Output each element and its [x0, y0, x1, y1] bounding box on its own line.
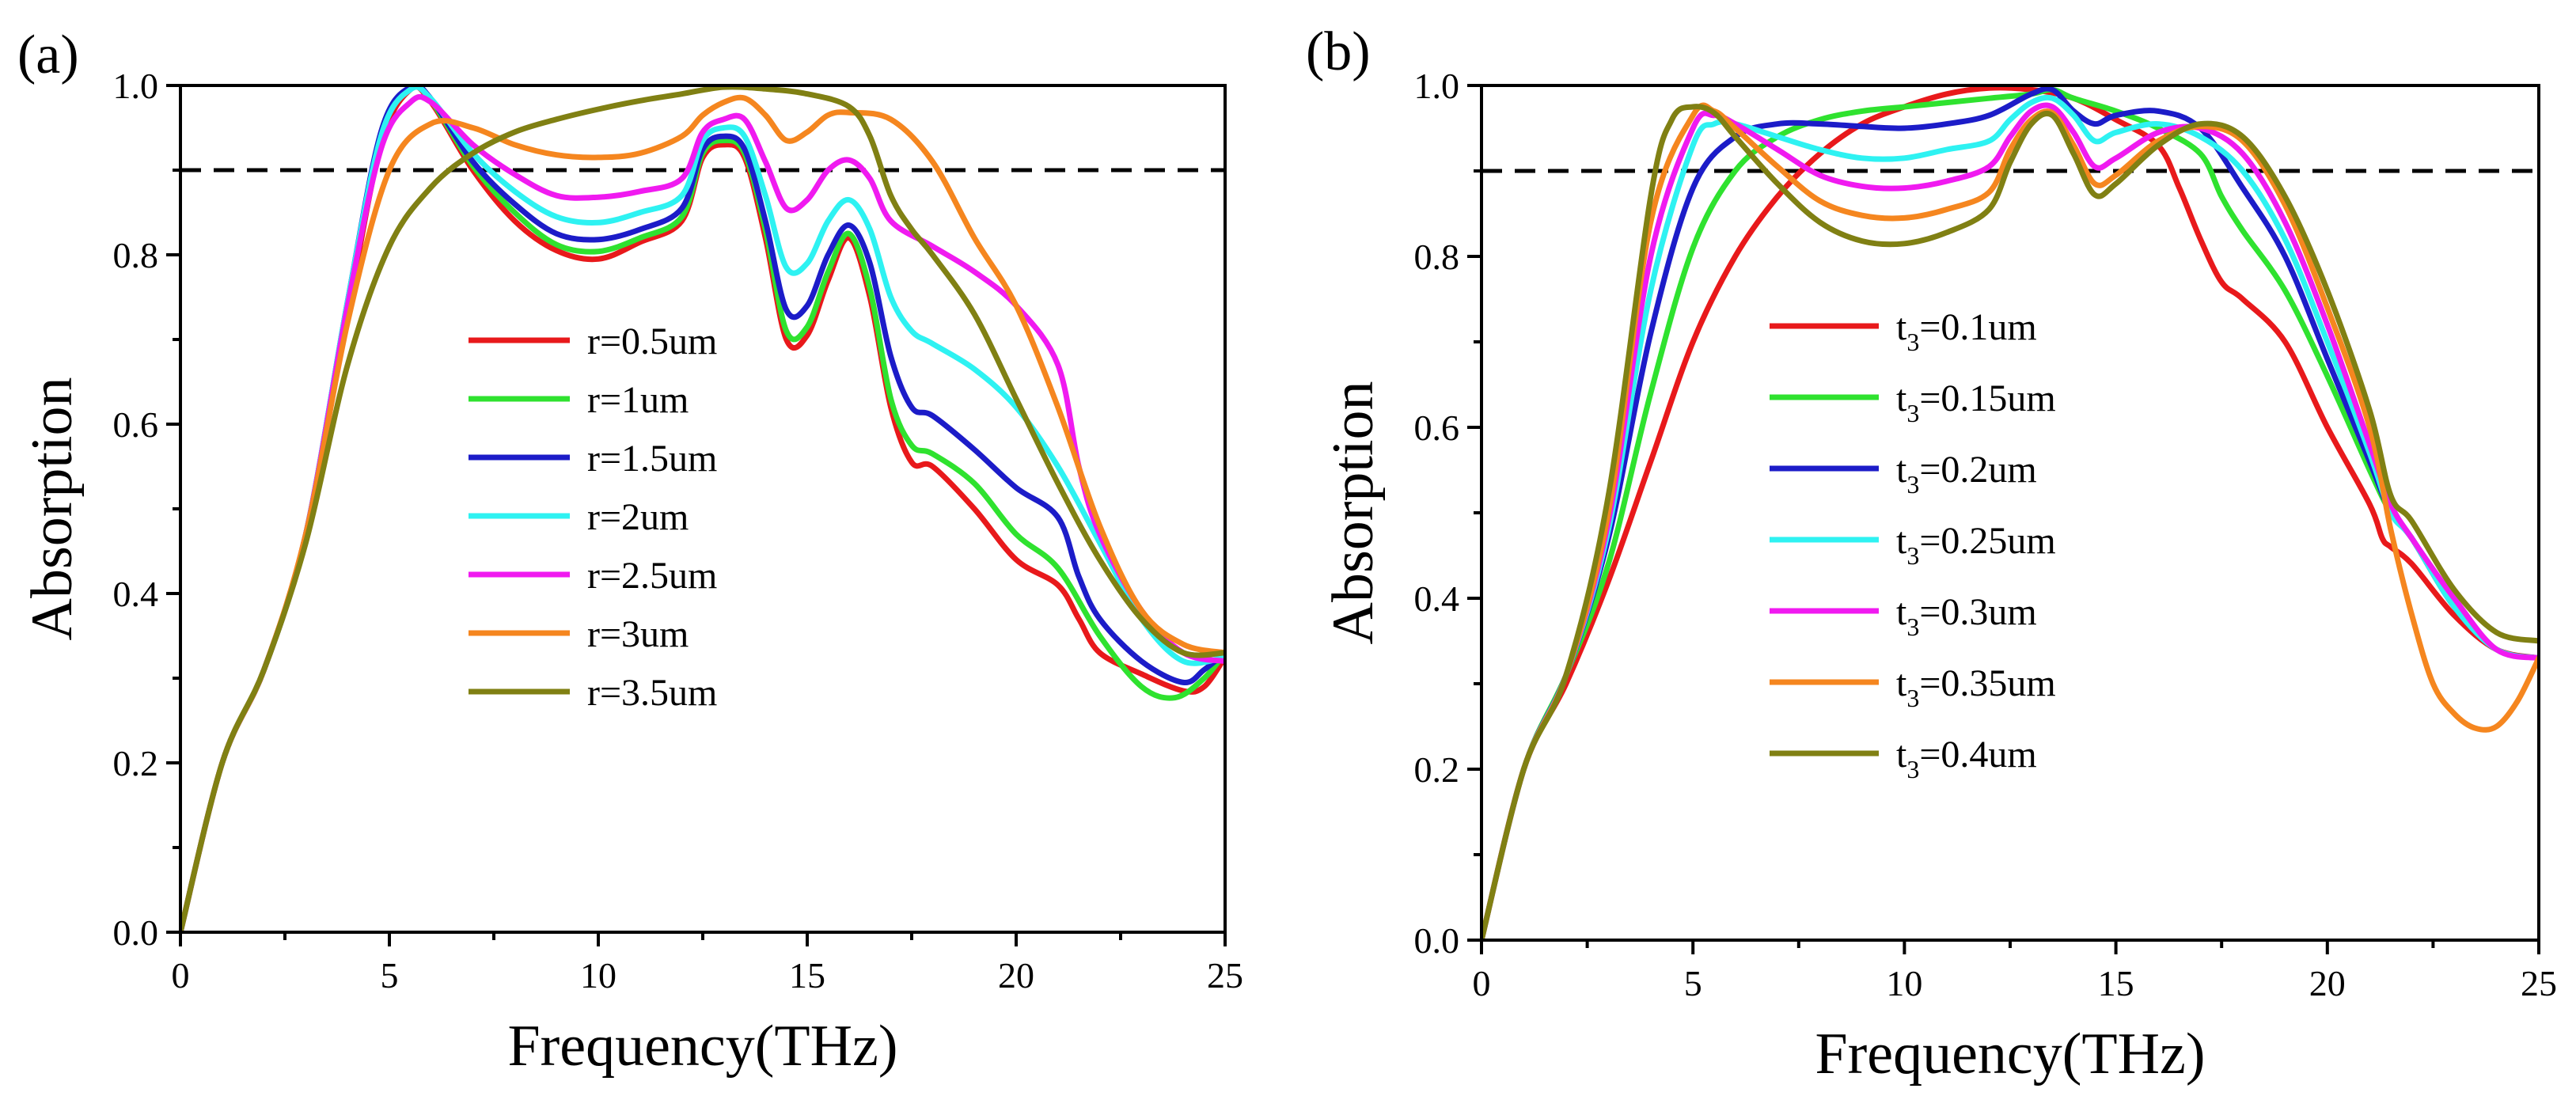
legend-label-subscript: 3 — [1906, 684, 1919, 712]
series-line-1-0 — [1481, 85, 2539, 940]
series-line-1-2 — [1481, 85, 2539, 940]
legend-label-1: r=1um — [587, 379, 689, 421]
x-axis-title: Frequency(THz) — [507, 1014, 897, 1079]
legend-label-0: r=0.5um — [587, 320, 717, 362]
legend-label-rest: =0.3um — [1919, 591, 2036, 633]
y-tick-label: 0.0 — [1414, 920, 1460, 961]
legend-label-2: r=1.5um — [587, 438, 717, 480]
legend-label-3: t3=0.25um — [1896, 520, 2056, 570]
x-tick-label: 25 — [1207, 955, 1243, 996]
x-tick-label: 0 — [172, 955, 190, 996]
panel-label: (a) — [17, 25, 79, 85]
y-tick-label: 0.4 — [113, 574, 159, 614]
y-axis-title: Absorption — [1321, 381, 1386, 645]
x-tick-label: 10 — [1886, 963, 1922, 1003]
legend-label-rest: =0.35um — [1919, 662, 2055, 704]
plot-frame — [1480, 84, 2540, 942]
series-line-1-3 — [1481, 94, 2539, 940]
x-tick-label: 5 — [381, 955, 399, 996]
legend-label-base: t — [1896, 377, 1907, 419]
legend-label-base: t — [1896, 591, 1907, 633]
legend-label-subscript: 3 — [1906, 612, 1919, 641]
series-lines — [180, 85, 1225, 932]
series-line-0-6 — [180, 85, 1225, 932]
legend-label-2: t3=0.2um — [1896, 449, 2037, 499]
y-tick-label: 0.8 — [1414, 237, 1460, 277]
legend-label-rest: =0.4um — [1919, 734, 2036, 776]
legend-label-4: t3=0.3um — [1896, 591, 2037, 641]
y-tick-label: 0.4 — [1414, 578, 1460, 619]
legend-label-0: t3=0.1um — [1896, 306, 2037, 356]
legend-label-6: r=3.5um — [587, 672, 717, 714]
legend-label-subscript: 3 — [1906, 328, 1919, 356]
series-line-1-6 — [1481, 104, 2539, 940]
legend-label-base: t — [1896, 662, 1907, 704]
x-tick-label: 15 — [2098, 963, 2134, 1003]
series-line-1-4 — [1481, 102, 2539, 940]
legend-label-base: t — [1896, 734, 1907, 776]
x-tick-label: 0 — [1473, 963, 1491, 1003]
legend-label-5: r=3um — [587, 613, 689, 655]
x-tick-label: 25 — [2521, 963, 2557, 1003]
x-tick-label: 20 — [998, 955, 1034, 996]
legend-label-subscript: 3 — [1906, 755, 1919, 783]
legend-label-4: r=2.5um — [587, 555, 717, 597]
y-tick-label: 1.0 — [1414, 66, 1460, 106]
legend-label-rest: =0.1um — [1919, 306, 2036, 348]
legend-label-3: r=2um — [587, 496, 689, 538]
y-tick-label: 1.0 — [113, 66, 159, 106]
x-tick-label: 5 — [1684, 963, 1702, 1003]
series-line-0-0 — [180, 85, 1225, 932]
panel-b: (b) 0 5 10 15 20 25 0.0 0.2 0.4 0.6 0.8 1.0 Frequency… — [1306, 21, 2557, 1087]
panel-a: (a) 0 5 10 15 20 25 0.0 0.2 0.4 0.6 0.8 1.0 Frequency… — [17, 25, 1243, 1079]
legend-label-rest: =0.15um — [1919, 377, 2055, 419]
series-line-0-3 — [180, 85, 1225, 932]
legend: r=0.5um r=1um r=1.5um r=2um r=2.5um r=3um r=3.… — [469, 320, 717, 714]
series-line-0-4 — [180, 93, 1225, 932]
legend-label-rest: =0.25um — [1919, 520, 2055, 562]
series-line-1-1 — [1481, 86, 2539, 940]
legend-label-5: t3=0.35um — [1896, 662, 2056, 712]
y-tick-label: 0.6 — [113, 404, 159, 445]
panel-label: (b) — [1306, 21, 1371, 82]
y-tick-label: 0.2 — [113, 743, 159, 783]
y-axis-title: Absorption — [20, 377, 85, 641]
x-tick-label: 10 — [580, 955, 616, 996]
y-tick-label: 0.0 — [113, 912, 159, 953]
legend-label-6: t3=0.4um — [1896, 734, 2037, 783]
legend-label-base: t — [1896, 520, 1907, 562]
series-lines — [1481, 85, 2539, 940]
legend-label-rest: =0.2um — [1919, 449, 2036, 491]
legend-label-1: t3=0.15um — [1896, 377, 2056, 427]
legend-label-subscript: 3 — [1906, 399, 1919, 427]
y-tick-label: 0.6 — [1414, 408, 1460, 448]
legend-label-base: t — [1896, 306, 1907, 348]
y-tick-label: 0.8 — [113, 235, 159, 275]
y-tick-label: 0.2 — [1414, 749, 1460, 790]
x-tick-label: 15 — [789, 955, 825, 996]
legend-label-subscript: 3 — [1906, 541, 1919, 570]
legend: t3=0.1umt3=0.15umt3=0.2umt3=0.25umt3=0.3… — [1770, 306, 2056, 783]
x-tick-label: 20 — [2309, 963, 2346, 1003]
series-line-0-5 — [180, 94, 1225, 932]
legend-label-subscript: 3 — [1906, 470, 1919, 499]
legend-label-base: t — [1896, 449, 1907, 491]
x-axis-title: Frequency(THz) — [1815, 1022, 2205, 1087]
